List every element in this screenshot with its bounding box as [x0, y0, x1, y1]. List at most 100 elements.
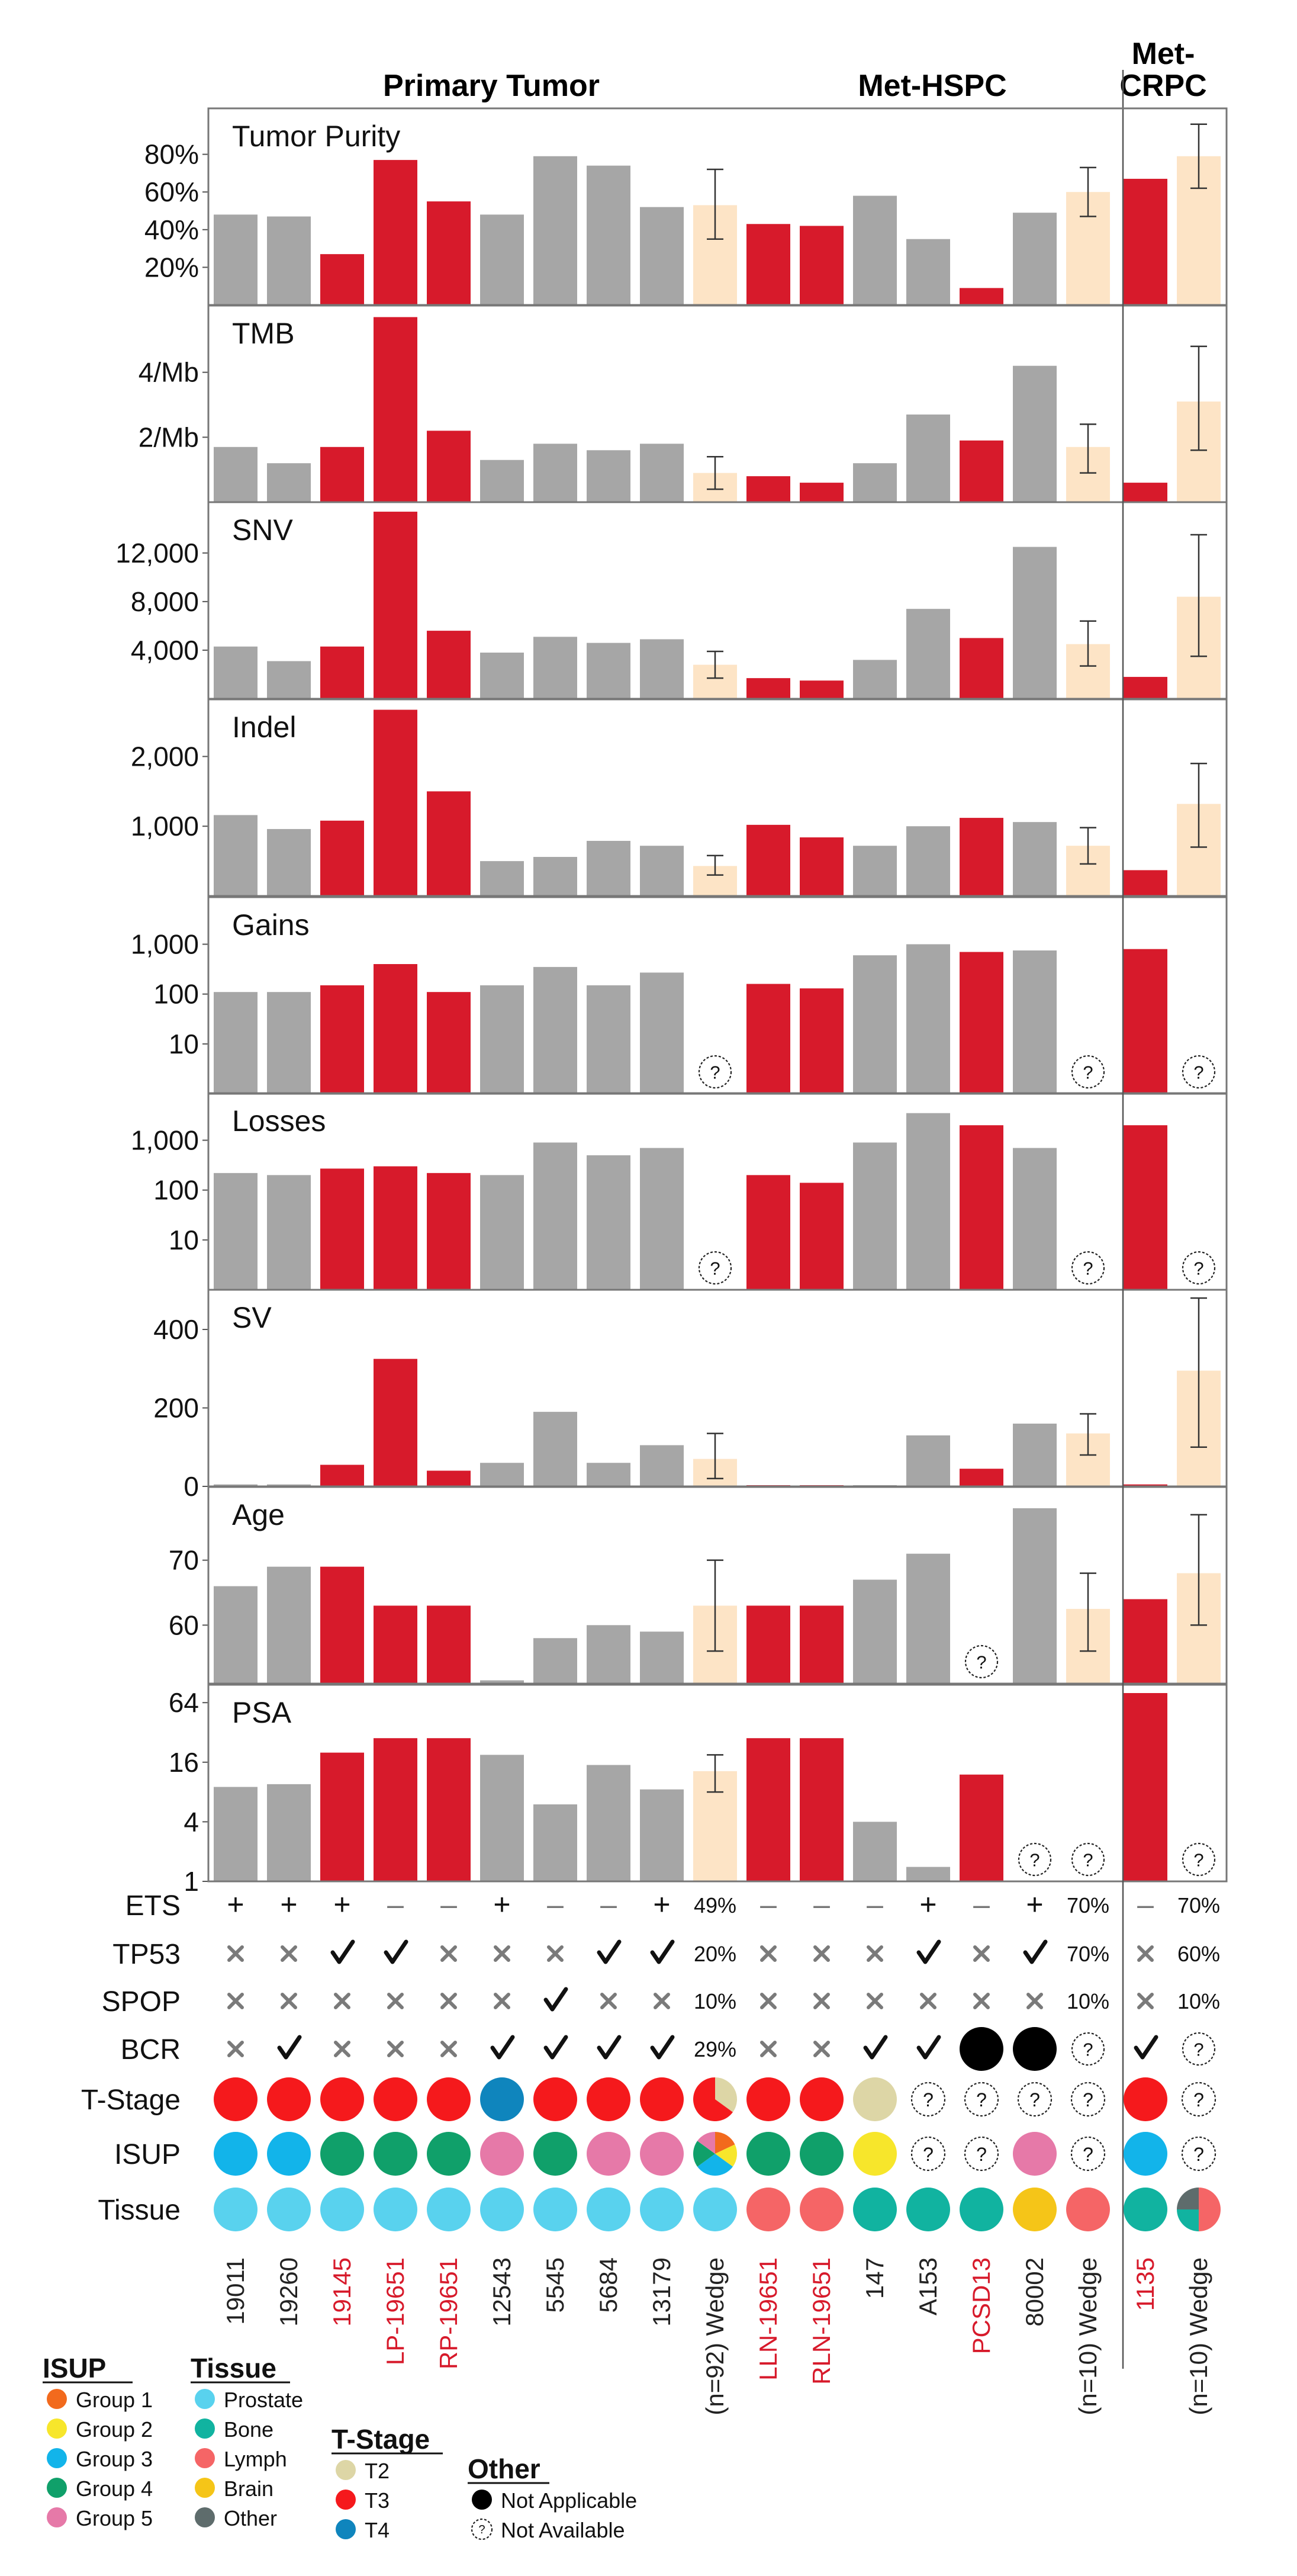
bar-5684 — [587, 985, 630, 1094]
error-bar — [707, 1432, 723, 1479]
bar-RP-19651 — [427, 1173, 471, 1290]
minus-icon: – — [547, 1888, 564, 1921]
bar-1135 — [1124, 178, 1167, 305]
bar-LP-19651 — [374, 963, 417, 1094]
row-label: T-Stage — [81, 2084, 181, 2116]
y-tick-label: 1,000 — [131, 811, 199, 841]
bar-19011 — [214, 1586, 258, 1684]
not-available-circle — [1017, 2082, 1053, 2117]
cross-icon — [227, 1945, 244, 1962]
not-available-qmark: ? — [976, 1652, 986, 1672]
not-available-marker: ? — [1181, 2136, 1216, 2172]
sample-label: (n=10) Wedge — [1185, 2257, 1212, 2416]
cross-icon — [867, 1993, 883, 2009]
bar-LP-19651 — [374, 160, 417, 305]
sample-label: (n=10) Wedge — [1074, 2257, 1102, 2416]
plus-icon: + — [919, 1888, 936, 1921]
dot-tstage-t3 — [267, 2077, 311, 2121]
bar-RLN-19651 — [800, 226, 844, 305]
bar-13179 — [640, 846, 684, 896]
not-available-circle — [964, 2082, 999, 2117]
bar-13179 — [640, 444, 684, 502]
cross-icon — [760, 1993, 777, 2009]
bar-LLN-19651 — [746, 1175, 790, 1290]
bar-LP-19651 — [374, 709, 417, 896]
wedge-slice — [715, 2077, 737, 2112]
y-tick-label: 40% — [144, 214, 199, 245]
dot-isup-g3 — [1124, 2132, 1167, 2176]
not-available-circle — [1071, 1842, 1105, 1877]
minus-icon: – — [440, 1888, 457, 1921]
dot-tissue-lymph — [746, 2188, 790, 2231]
bar-1135 — [1124, 1693, 1167, 1881]
y-tick-label: 1,000 — [131, 1125, 199, 1155]
cross-icon — [440, 1993, 457, 2009]
bar-19260 — [267, 1566, 311, 1684]
percent-value: 10% — [694, 1989, 736, 2013]
legend-swatch-g1 — [47, 2389, 67, 2409]
y-tick-label: 4,000 — [131, 635, 199, 666]
row-label: TP53 — [112, 1939, 181, 1970]
y-tick-label: 4/Mb — [139, 357, 199, 388]
cross-icon — [281, 1945, 297, 1962]
dot-tstage-t3 — [746, 2077, 790, 2121]
bar-12543 — [480, 1755, 524, 1881]
bar-147 — [853, 463, 897, 502]
cross-icon — [600, 1993, 617, 2009]
bar-12543 — [480, 1680, 524, 1684]
minus-icon: – — [387, 1888, 404, 1921]
bar-A153 — [906, 826, 950, 896]
not-available-circle — [1071, 1251, 1105, 1285]
dot-tissue-prostate — [587, 2188, 630, 2231]
bar-RLN-19651 — [800, 1605, 844, 1684]
cross-icon — [494, 1945, 510, 1962]
bar-RP-19651 — [427, 1605, 471, 1684]
wedge-slice — [715, 2132, 735, 2154]
y-tick-label: 70 — [169, 1545, 199, 1576]
bar-LP-19651 — [374, 1738, 417, 1881]
legend-item-label: Prostate — [224, 2388, 303, 2412]
dot-tissue-lymph — [1066, 2188, 1110, 2231]
check-icon — [277, 2035, 302, 2060]
panel-indel: 1,000 2,000 Indel — [131, 698, 1228, 897]
bar-1135 — [1124, 1125, 1167, 1290]
legend-title: Tissue — [191, 2353, 276, 2384]
panel-snv: 4,000 8,000 12,000 SNV — [115, 501, 1228, 700]
bar-19145 — [320, 1752, 364, 1881]
sample-label: 12543 — [488, 2257, 516, 2327]
y-tick-label: 1 — [184, 1866, 199, 1897]
dot-tissue-prostate — [214, 2188, 258, 2231]
wedge-slice — [1177, 2209, 1199, 2231]
percent-value: 70% — [1177, 1893, 1220, 1917]
percent-value: 20% — [694, 1942, 736, 1966]
legend-title: Other — [468, 2453, 540, 2484]
cross-icon — [387, 2041, 404, 2057]
percent-value: 60% — [1177, 1942, 1220, 1966]
error-bar — [1190, 534, 1207, 657]
not-available-qmark: ? — [1083, 2089, 1093, 2111]
check-icon — [1023, 1939, 1048, 1964]
legend-item-label: Group 5 — [76, 2506, 153, 2530]
check-icon — [490, 2035, 515, 2060]
not-available-marker: ? — [1070, 2136, 1106, 2172]
bar-5545 — [533, 444, 577, 502]
sample-label: LLN-19651 — [754, 2257, 782, 2381]
row-label: ETS — [125, 1890, 181, 1922]
bar-80002 — [1013, 822, 1057, 896]
y-tick-label: 200 — [153, 1393, 199, 1424]
error-bar — [1080, 166, 1096, 217]
plus-icon: + — [653, 1888, 670, 1921]
bar-1135 — [1124, 677, 1167, 699]
legend-title: ISUP — [43, 2353, 106, 2384]
bar-1135 — [1124, 870, 1167, 896]
dot-tstage-t3 — [320, 2077, 364, 2121]
bar-147 — [853, 955, 897, 1094]
y-tick-label: 16 — [169, 1747, 199, 1778]
check-icon — [863, 2035, 888, 2060]
legend-item-label: Not Applicable — [501, 2488, 637, 2513]
error-bar — [1080, 1413, 1096, 1456]
bar-19011 — [214, 815, 258, 896]
panel-frame — [207, 1684, 1228, 1883]
bar-19011 — [214, 992, 258, 1094]
cross-icon — [654, 1993, 670, 2009]
